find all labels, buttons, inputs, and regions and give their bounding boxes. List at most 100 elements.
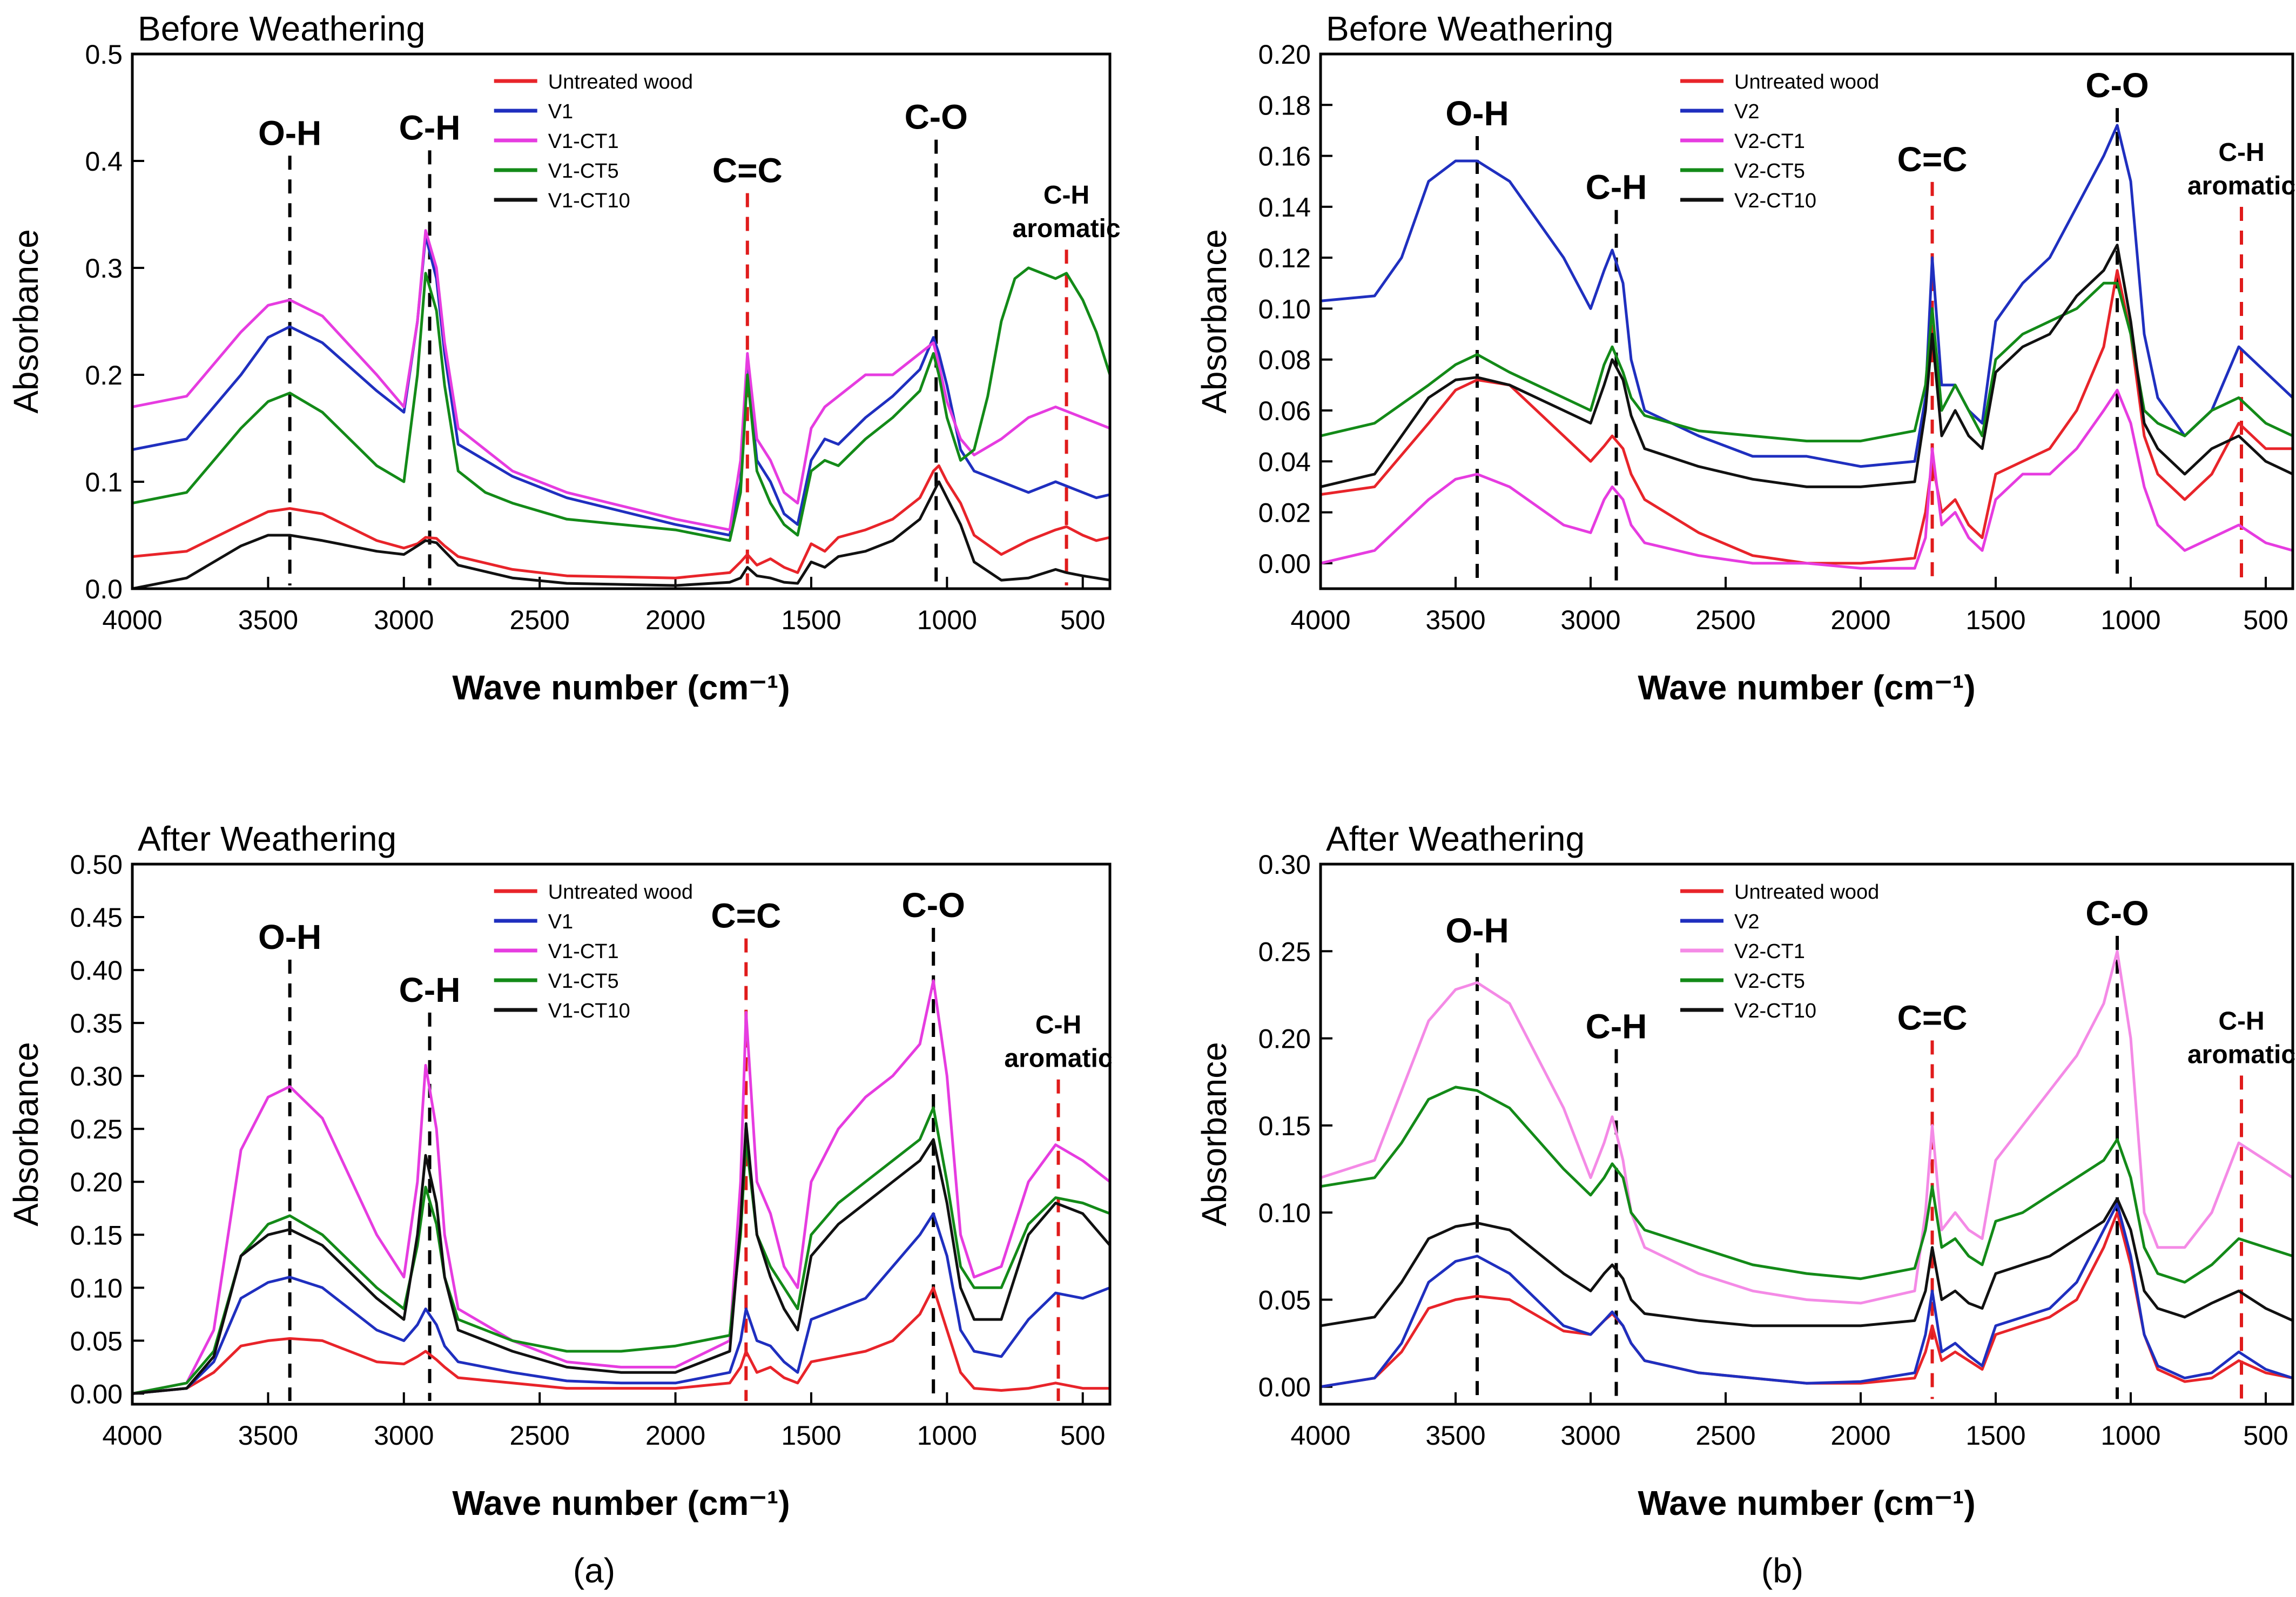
- x-axis-label: Wave number (cm⁻¹): [1638, 1484, 1975, 1522]
- series-line-untreated-wood: [132, 464, 1110, 579]
- legend-label: Untreated wood: [1734, 71, 1879, 93]
- peak-label: C-H: [1043, 181, 1089, 210]
- x-tick-label: 2500: [1695, 605, 1755, 635]
- plot-frame: [1319, 52, 2294, 590]
- chart-panel-2: After Weathering 0.00 0.05 0.10 0.15 0.20 0.25…: [6, 819, 1113, 1522]
- y-tick-label: 0.1: [85, 467, 123, 497]
- series-line-v2: [1320, 1202, 2293, 1389]
- x-tick-label: 2500: [510, 605, 570, 635]
- y-tick-label: 0.4: [85, 146, 123, 177]
- y-tick-label: 0.12: [1258, 243, 1311, 273]
- y-tick-label: 0.0: [85, 574, 123, 604]
- x-tick-label: 2000: [645, 1420, 705, 1451]
- legend-label: V2: [1734, 911, 1759, 933]
- peak-label: C-H: [399, 971, 461, 1009]
- panel-label-b: (b): [1761, 1551, 1803, 1590]
- y-axis-label: Absorbance: [6, 1042, 45, 1227]
- x-axis-label: Wave number (cm⁻¹): [452, 1484, 790, 1522]
- chart-title: Before Weathering: [1326, 9, 1613, 48]
- series-line-v1-ct1: [132, 229, 1110, 531]
- x-axis-label: Wave number (cm⁻¹): [452, 668, 790, 707]
- y-tick-label: 0.00: [1258, 549, 1311, 579]
- y-tick-label: 0.2: [85, 360, 123, 390]
- y-tick-label: 0.20: [70, 1167, 123, 1197]
- x-tick-label: 1000: [2100, 1420, 2160, 1451]
- x-tick-label: 1000: [917, 605, 977, 635]
- series-line-v2-ct5: [1320, 1086, 2293, 1284]
- x-tick-label: 3500: [1425, 1420, 1485, 1451]
- x-tick-label: 2000: [1830, 1420, 1890, 1451]
- y-tick-label: 0.25: [70, 1114, 123, 1144]
- chart-title: After Weathering: [138, 819, 396, 858]
- y-tick-label: 0.05: [70, 1326, 123, 1356]
- peak-label: C=C: [712, 151, 783, 190]
- y-tick-label: 0.15: [70, 1220, 123, 1250]
- x-tick-label: 2000: [645, 605, 705, 635]
- peak-label: C-O: [905, 98, 968, 137]
- legend-label: Untreated wood: [548, 881, 693, 904]
- x-axis-label: Wave number (cm⁻¹): [1638, 668, 1975, 707]
- x-tick-label: 3000: [374, 605, 434, 635]
- y-tick-label: 0.50: [70, 850, 123, 880]
- y-tick-label: 0.10: [1258, 1198, 1311, 1228]
- legend-label: V2: [1734, 100, 1759, 123]
- y-tick-label: 0.35: [70, 1008, 123, 1039]
- x-tick-label: 4000: [1290, 1420, 1350, 1451]
- x-tick-label: 500: [2243, 605, 2288, 635]
- plot-frame: [1319, 862, 2294, 1406]
- legend-label: V2-CT5: [1734, 160, 1805, 183]
- series-line-v1-ct1: [132, 979, 1111, 1395]
- legend-label: V2-CT1: [1734, 130, 1805, 153]
- legend-label: V1: [548, 100, 573, 123]
- x-tick-label: 2000: [1830, 605, 1890, 635]
- y-tick-label: 0.15: [1258, 1111, 1311, 1141]
- peak-label-aromatic: aromatic: [2187, 172, 2295, 200]
- x-tick-label: 4000: [102, 605, 162, 635]
- peak-label: C-H: [1035, 1011, 1081, 1040]
- x-tick-label: 2500: [510, 1420, 570, 1451]
- legend-label: V1-CT1: [548, 130, 619, 153]
- y-tick-label: 0.00: [1258, 1372, 1311, 1403]
- y-tick-label: 0.10: [70, 1273, 123, 1303]
- y-tick-label: 0.06: [1258, 396, 1311, 426]
- x-tick-label: 1500: [781, 605, 841, 635]
- y-tick-label: 0.08: [1258, 345, 1311, 375]
- x-tick-label: 3000: [1560, 1420, 1620, 1451]
- y-tick-label: 0.30: [70, 1061, 123, 1091]
- peak-label: C-H: [1586, 168, 1647, 207]
- peak-label: C-H: [1586, 1007, 1647, 1046]
- y-axis-label: Absorbance: [6, 229, 45, 414]
- y-tick-label: 0.00: [70, 1379, 123, 1409]
- peak-label: C=C: [1897, 998, 1968, 1037]
- peak-label: C=C: [1897, 140, 1968, 179]
- legend-label: Untreated wood: [1734, 881, 1879, 904]
- panel-label-a: (a): [573, 1551, 615, 1590]
- legend-label: V1-CT10: [548, 1000, 630, 1022]
- legend-label: V1: [548, 911, 573, 933]
- chart-panel-3: After Weathering 0.00 0.05 0.10 0.15 0.20 0.25…: [1195, 819, 2295, 1522]
- peak-label: C-H: [2218, 138, 2264, 167]
- x-tick-label: 2500: [1695, 1420, 1755, 1451]
- x-tick-label: 4000: [102, 1420, 162, 1451]
- y-tick-label: 0.20: [1258, 1024, 1311, 1054]
- x-tick-label: 3000: [1560, 605, 1620, 635]
- x-tick-label: 1000: [2100, 605, 2160, 635]
- peak-label: O-H: [1445, 911, 1509, 950]
- y-tick-label: 0.05: [1258, 1285, 1311, 1315]
- x-tick-label: 500: [1060, 605, 1105, 635]
- x-tick-label: 3500: [1425, 605, 1485, 635]
- y-tick-label: 0.02: [1258, 498, 1311, 528]
- x-tick-label: 1500: [1965, 605, 2025, 635]
- x-tick-label: 500: [2243, 1420, 2288, 1451]
- chart-panel-1: Before Weathering 0.00 0.02 0.04 0.06 0.08 0.1…: [1195, 9, 2295, 707]
- chart-title: Before Weathering: [138, 9, 425, 48]
- peak-label-aromatic: aromatic: [1013, 214, 1121, 243]
- x-tick-label: 3500: [238, 605, 298, 635]
- chart-panel-0: Before Weathering 0.0 0.1 0.2 0.3 0.4 0.5 4000 3…: [6, 9, 1121, 707]
- series-line-v1: [132, 1212, 1110, 1395]
- peak-label: C=C: [711, 897, 781, 935]
- charts: Before Weathering 0.0 0.1 0.2 0.3 0.4 0.5 4000 3…: [6, 9, 2295, 1522]
- series-line-v1-ct10: [132, 480, 1110, 590]
- series-line-v2-ct1: [1320, 388, 2293, 570]
